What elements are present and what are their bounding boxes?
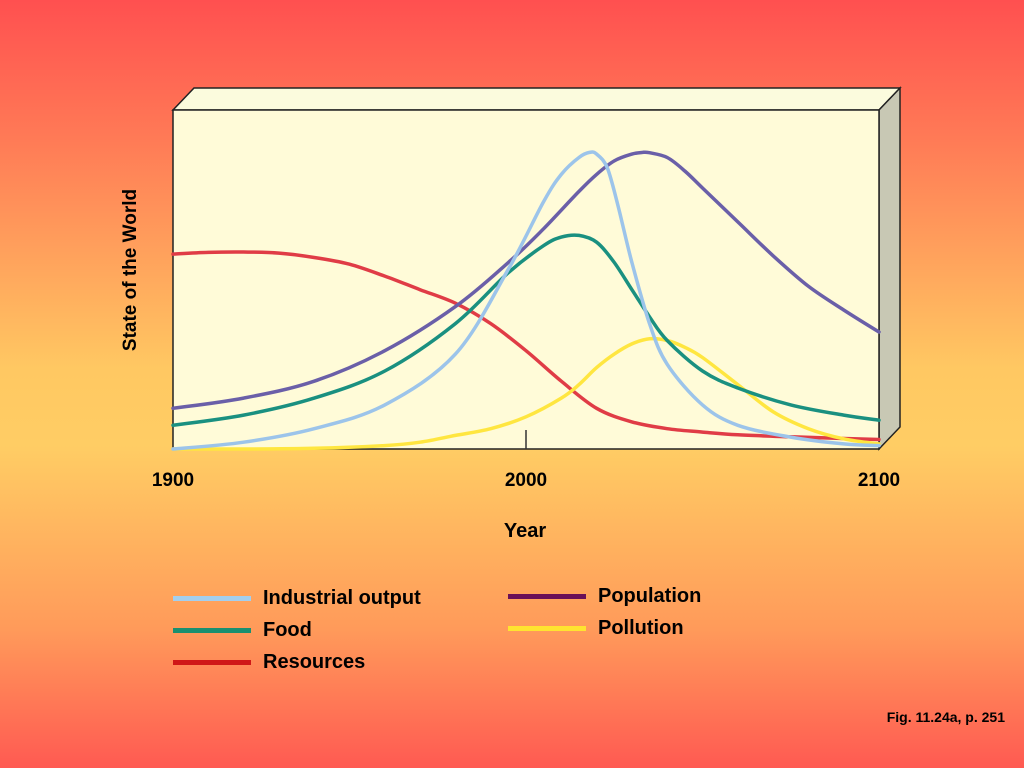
legend-swatch (173, 659, 251, 665)
series-line-population (171, 150, 881, 411)
legend-label: Population (598, 584, 702, 607)
plot-box-top-face (171, 87, 902, 111)
legend-swatch (508, 593, 586, 599)
legend-item-pollution: Pollution (508, 616, 684, 640)
legend-item-food: Food (173, 618, 312, 642)
legend-item-population: Population (508, 584, 701, 608)
plot-box-side-face (878, 86, 901, 451)
legend-label: Resources (263, 650, 366, 673)
x-tick-label-2100: 2100 (857, 470, 901, 491)
x-tick-label-1900: 1900 (151, 470, 195, 491)
series-line-resources (171, 250, 881, 442)
series-layer (171, 150, 881, 451)
legend-swatch (173, 595, 251, 601)
legend-label: Pollution (598, 616, 684, 639)
y-axis-label: State of the World (120, 188, 141, 352)
legend-label: Industrial output (263, 586, 421, 609)
series-line-industrial-output (171, 150, 881, 451)
legend-swatch (508, 625, 586, 631)
plot-area (172, 109, 880, 450)
legend-item-resources: Resources (173, 650, 365, 674)
series-line-pollution (171, 336, 881, 451)
legend-item-industrial-output: Industrial output (173, 586, 421, 610)
legend-swatch (173, 627, 251, 633)
x-axis-label: Year (503, 520, 547, 542)
figure-caption: Fig. 11.24a, p. 251 (886, 709, 1005, 725)
series-line-food (171, 233, 881, 428)
x-tick-label-2000: 2000 (504, 470, 548, 491)
legend-label: Food (263, 618, 312, 641)
